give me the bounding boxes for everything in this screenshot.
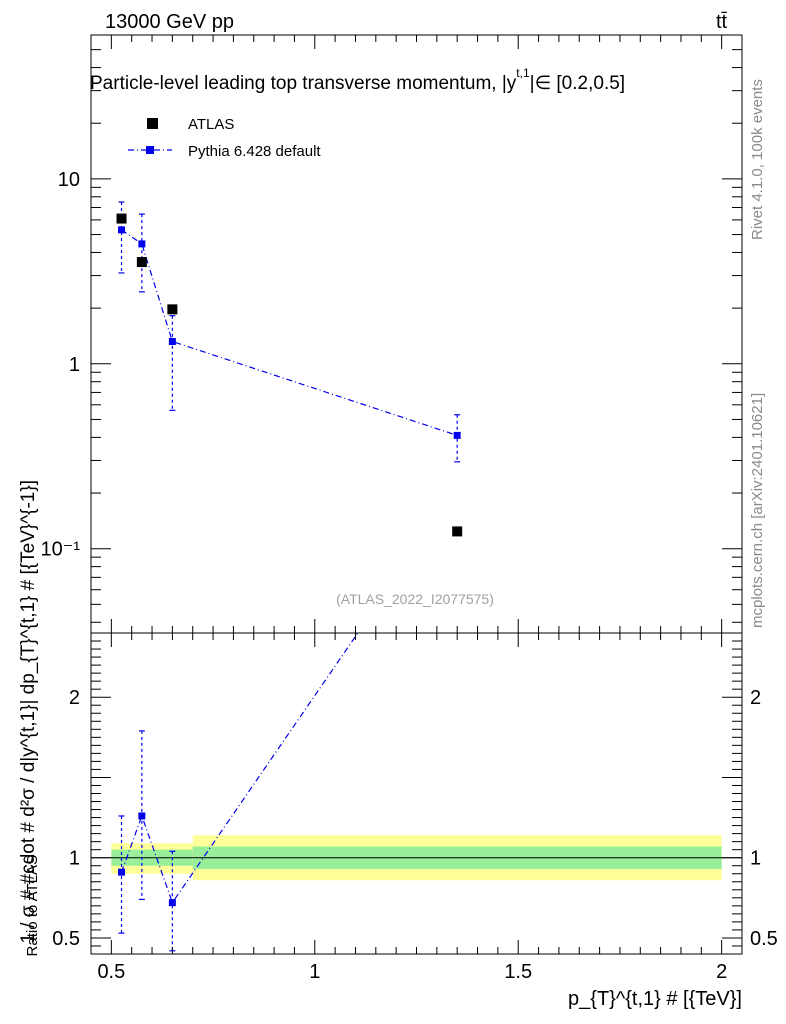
atlas-point bbox=[452, 526, 463, 537]
legend-marker-pythia bbox=[146, 146, 154, 154]
rivet-label: Rivet 4.1.0, 100k events bbox=[749, 79, 766, 240]
atlas-point bbox=[116, 213, 127, 224]
main-data bbox=[116, 201, 463, 537]
pythia-line bbox=[121, 229, 458, 436]
legend: ATLAS Pythia 6.428 default bbox=[128, 116, 321, 160]
energy-label: 13000 GeV pp bbox=[105, 11, 234, 33]
x-tick-label: 0.5 bbox=[97, 961, 125, 983]
ratio-data bbox=[118, 633, 359, 952]
x-axis-label: p_{T}^{t,1} # [{TeV}] bbox=[568, 988, 742, 1010]
ratio-tick-label-right: 0.5 bbox=[750, 928, 778, 950]
chart-title-tail: |∈ [0.2,0.5] bbox=[530, 73, 625, 94]
ratio-tick-label: 2 bbox=[69, 687, 80, 709]
pythia-point bbox=[138, 240, 146, 248]
y-tick-label: 10 bbox=[58, 169, 80, 191]
atlas-point bbox=[167, 304, 178, 315]
pythia-ratio-point bbox=[138, 812, 146, 820]
pythia-ratio-point bbox=[168, 899, 176, 907]
y-tick-label: 10⁻¹ bbox=[41, 539, 81, 561]
pythia-point bbox=[168, 337, 176, 345]
pythia-ratio-point bbox=[118, 868, 126, 876]
legend-label-atlas: ATLAS bbox=[188, 116, 234, 133]
chart-title: Particle-level leading top transverse mo… bbox=[90, 66, 625, 94]
axis-ticks bbox=[91, 34, 742, 954]
chart-title-main: Particle-level leading top transverse mo… bbox=[90, 73, 517, 94]
process-label: tt̄ bbox=[716, 11, 728, 33]
pythia-ratio-line bbox=[120, 633, 359, 904]
x-tick-label: 1 bbox=[309, 961, 320, 983]
pythia-point bbox=[118, 226, 126, 234]
ratio-tick-label-right: 2 bbox=[750, 687, 761, 709]
ratio-axis-label: Ratio to ATLAS bbox=[24, 855, 41, 956]
tick-labels: 0.5 1 1.5 2 10⁻¹ 1 10 0.5 0.5 1 1 2 2 bbox=[41, 169, 778, 983]
atlas-point bbox=[136, 257, 147, 268]
x-tick-label: 2 bbox=[716, 961, 727, 983]
legend-marker-atlas bbox=[147, 118, 158, 129]
chart-title-sup: t,1 bbox=[516, 66, 530, 80]
legend-label-pythia: Pythia 6.428 default bbox=[188, 143, 321, 160]
y-axis-label: 1 / σ # #cdot # d²σ / d|y^{t,1}| dp_{T}^… bbox=[18, 480, 39, 944]
ratio-frame bbox=[90, 632, 743, 955]
ratio-tick-label-right: 1 bbox=[750, 848, 761, 870]
x-tick-label: 1.5 bbox=[504, 961, 532, 983]
pythia-point bbox=[453, 431, 461, 439]
ratio-tick-label: 1 bbox=[69, 848, 80, 870]
source-label: mcplots.cern.ch [arXiv:2401.10621] bbox=[749, 393, 766, 628]
y-tick-label: 1 bbox=[69, 354, 80, 376]
analysis-watermark: (ATLAS_2022_I2077575) bbox=[336, 591, 494, 607]
ratio-tick-label: 0.5 bbox=[52, 928, 80, 950]
